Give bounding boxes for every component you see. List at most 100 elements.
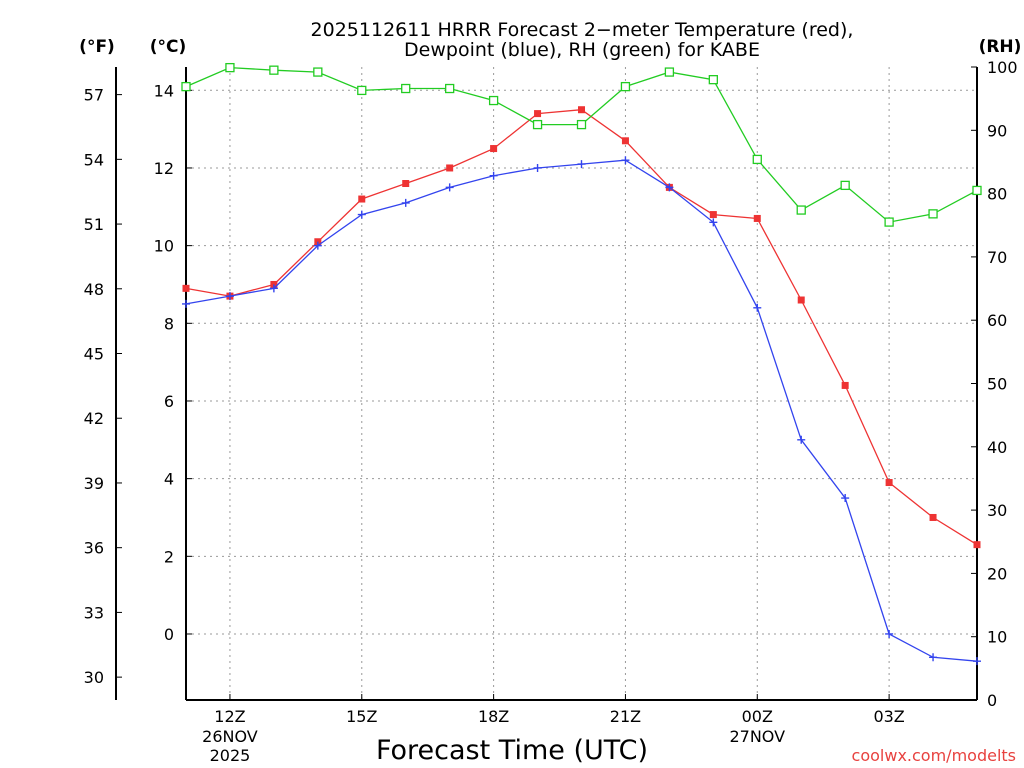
series-rh [181, 62, 982, 227]
fahrenheit-tick-label: 45 [84, 345, 104, 364]
celsius-unit-label: (°C) [150, 37, 187, 57]
celsius-tick-label: 8 [164, 314, 174, 333]
celsius-tick-label: 10 [154, 237, 174, 256]
dewpoint-point [929, 653, 938, 662]
temperature-point [885, 479, 893, 487]
temperature-point [446, 164, 454, 172]
x-axis-title: Forecast Time (UTC) [376, 735, 648, 766]
rh-point [269, 65, 279, 75]
rh-tick-label: 50 [987, 375, 1007, 394]
rh-point [620, 81, 631, 92]
rh-point [576, 119, 587, 130]
fahrenheit-tick-label: 39 [84, 474, 104, 493]
temperature-point [578, 106, 585, 114]
rh-unit-label: (RH) [979, 37, 1022, 57]
rh-point [225, 62, 235, 73]
series-dewpoint [182, 156, 981, 666]
temperature-point [182, 284, 190, 292]
rh-tick-label: 100 [987, 58, 1018, 77]
data-series [181, 62, 982, 666]
dewpoint-point [753, 303, 762, 312]
x-tick-year: 2025 [210, 746, 251, 765]
temperature-point [753, 214, 761, 222]
rh-point [884, 217, 894, 227]
rh-point [972, 185, 982, 196]
temperature-point [973, 541, 981, 549]
x-tick-label: 00Z [742, 707, 773, 726]
rh-tick-label: 80 [987, 185, 1007, 204]
rh-point [752, 154, 762, 165]
temperature-point [402, 180, 410, 188]
celsius-tick-label: 12 [154, 159, 174, 178]
credit-text: coolwx.com/modelts [852, 746, 1016, 765]
temperature-point [841, 381, 849, 389]
rh-tick-label: 90 [987, 121, 1007, 140]
x-tick-label: 15Z [346, 707, 377, 726]
celsius-tick-label: 2 [164, 547, 174, 566]
rh-point [313, 67, 323, 77]
dewpoint-point [225, 292, 234, 301]
dewpoint-point [797, 435, 806, 444]
fahrenheit-tick-label: 48 [84, 280, 104, 299]
temperature-point [621, 137, 629, 145]
rh-tick-label: 70 [987, 248, 1007, 267]
rh-point [181, 81, 191, 92]
fahrenheit-tick-label: 51 [84, 215, 104, 234]
temperature-point [709, 211, 717, 219]
axis-ticks: 0 2 4 6 8 10 12 14 30 33 36 39 42 45 48 51 54 57 0 10 20 30 40… [84, 58, 1018, 765]
dewpoint-point [709, 218, 718, 227]
rh-tick-label: 20 [987, 564, 1007, 583]
dewpoint-point [621, 156, 630, 165]
rh-point [664, 67, 675, 77]
rh-point [488, 95, 499, 106]
celsius-tick-label: 0 [164, 625, 174, 644]
dewpoint-point [665, 183, 674, 192]
fahrenheit-tick-label: 36 [84, 539, 104, 558]
temperature-point [929, 513, 937, 521]
dewpoint-line [185, 159, 978, 662]
chart-title-line2: Dewpoint (blue), RH (green) for KABE [404, 39, 760, 61]
dewpoint-point [841, 494, 850, 503]
rh-point [357, 85, 367, 96]
celsius-tick-label: 4 [164, 470, 174, 489]
dewpoint-point [533, 163, 542, 172]
fahrenheit-tick-label: 42 [84, 409, 104, 428]
temperature-point [358, 195, 366, 203]
dewpoint-point [357, 210, 366, 219]
rh-tick-label: 10 [987, 628, 1007, 647]
fahrenheit-tick-label: 54 [84, 150, 104, 169]
fahrenheit-unit-label: (°F) [79, 37, 115, 57]
dewpoint-point [182, 299, 190, 308]
temperature-point [797, 296, 805, 304]
rh-tick-label: 60 [987, 311, 1007, 330]
temperature-line [185, 109, 978, 546]
rh-point [708, 75, 718, 85]
rh-tick-label: 0 [987, 691, 997, 710]
fahrenheit-tick-label: 57 [84, 86, 104, 105]
dewpoint-point [973, 657, 981, 666]
celsius-tick-label: 6 [164, 392, 174, 411]
rh-tick-label: 40 [987, 438, 1007, 457]
celsius-tick-label: 14 [154, 81, 174, 100]
x-tick-label: 12Z [214, 707, 245, 726]
rh-point [401, 83, 411, 94]
x-tick-label: 21Z [610, 707, 641, 726]
dewpoint-point [489, 171, 498, 180]
fahrenheit-tick-label: 30 [84, 668, 104, 687]
x-tick-label: 03Z [873, 707, 904, 726]
rh-point [445, 83, 455, 94]
dewpoint-point [401, 198, 410, 207]
dewpoint-point [885, 629, 894, 638]
dewpoint-point [577, 160, 586, 169]
temperature-point [534, 110, 542, 118]
dewpoint-point [269, 284, 278, 293]
temperature-point [490, 145, 498, 153]
x-tick-date: 26NOV [202, 727, 258, 746]
rh-point [796, 205, 806, 215]
fahrenheit-tick-label: 33 [84, 603, 104, 622]
dewpoint-point [445, 183, 454, 192]
rh-point [928, 209, 938, 219]
x-tick-label: 18Z [478, 707, 509, 726]
rh-tick-label: 30 [987, 501, 1007, 520]
